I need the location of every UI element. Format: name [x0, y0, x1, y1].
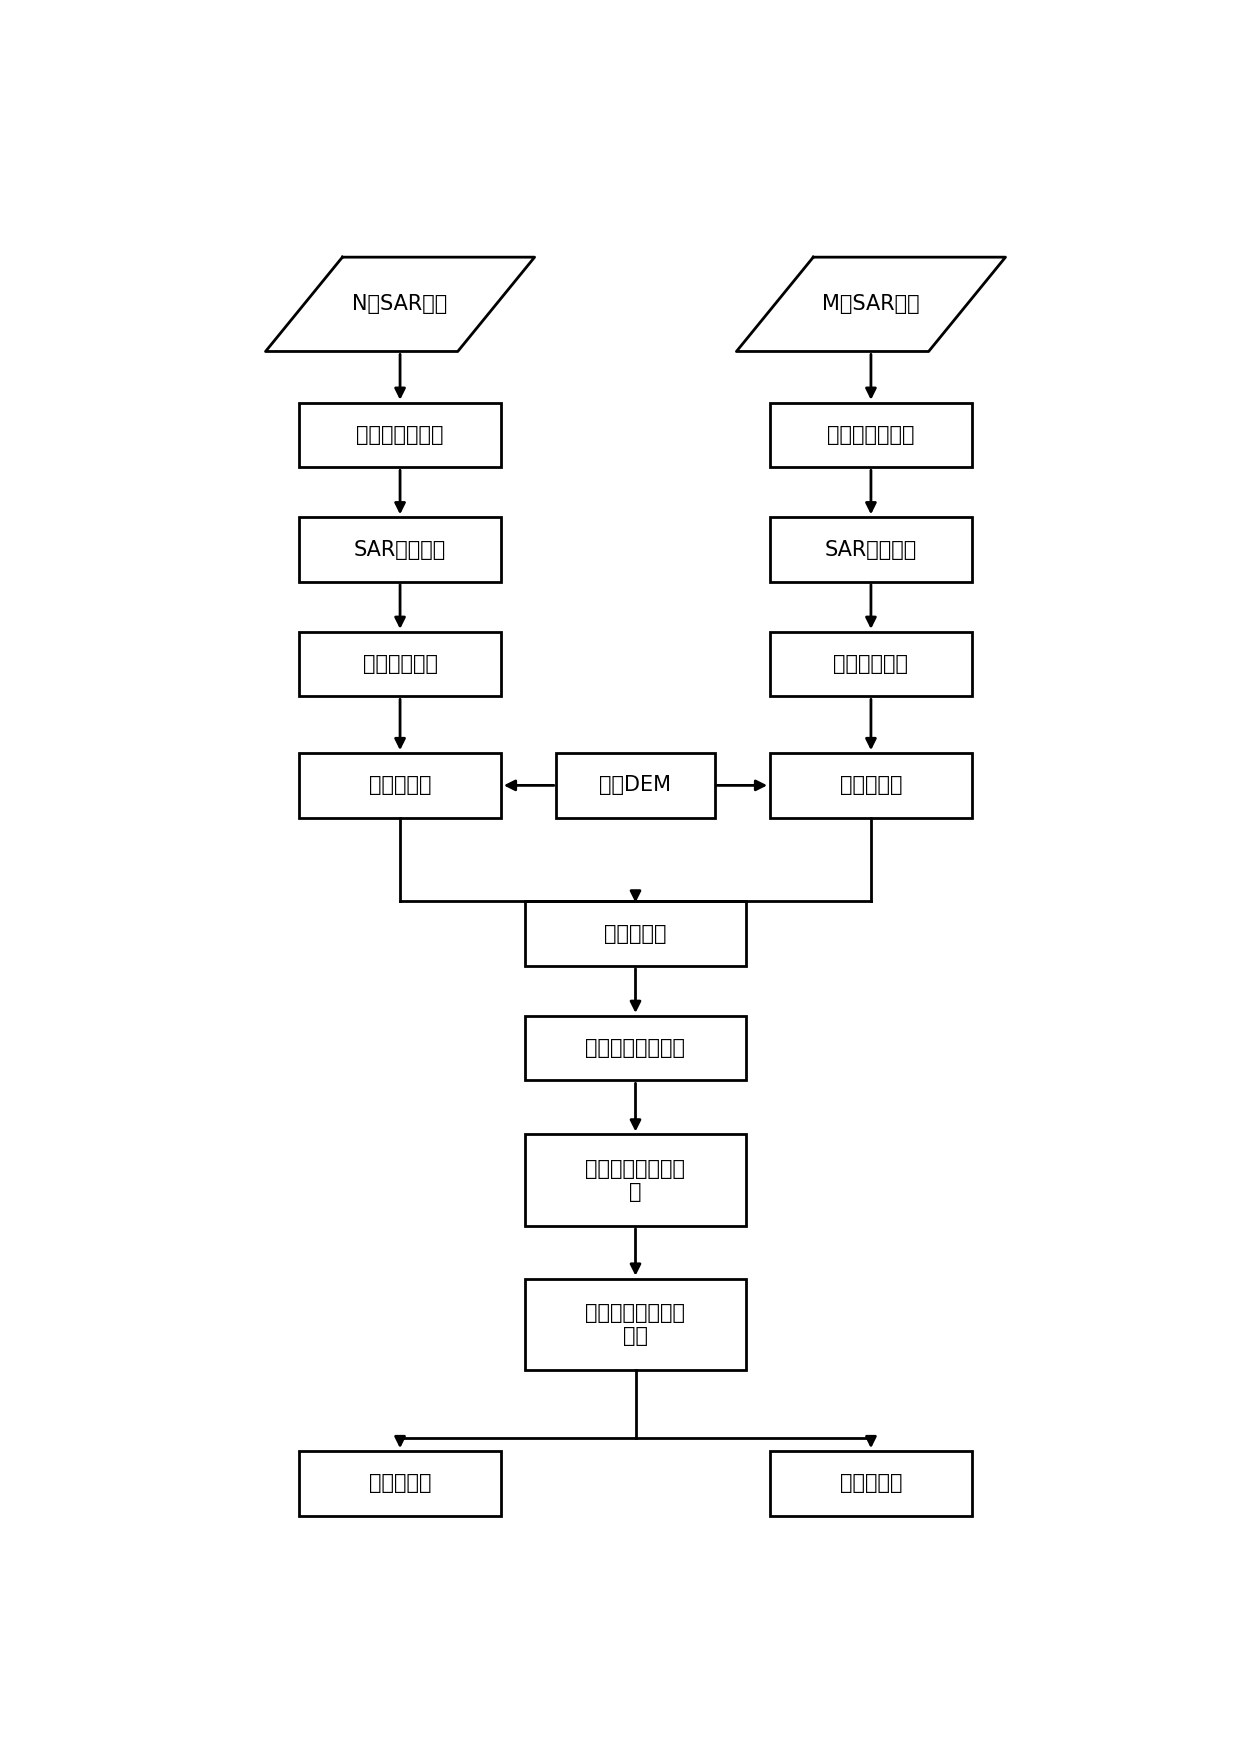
FancyBboxPatch shape: [770, 632, 972, 696]
FancyBboxPatch shape: [770, 518, 972, 583]
Text: 建立模型反演沉降
速率: 建立模型反演沉降 速率: [585, 1302, 686, 1346]
Text: 地面点选取: 地面点选取: [604, 924, 667, 943]
Text: 干涉对的选取: 干涉对的选取: [362, 654, 438, 674]
Text: 外部DEM: 外部DEM: [599, 775, 672, 796]
Polygon shape: [265, 257, 534, 352]
Text: 差分干涉图: 差分干涉图: [839, 775, 903, 796]
FancyBboxPatch shape: [525, 1134, 746, 1227]
Text: N幅SAR影像: N幅SAR影像: [352, 294, 448, 315]
Text: 干涉对的选取: 干涉对的选取: [833, 654, 909, 674]
FancyBboxPatch shape: [299, 402, 501, 467]
FancyBboxPatch shape: [299, 632, 501, 696]
Text: 公共主影像选择: 公共主影像选择: [356, 425, 444, 444]
Text: 形变速率图: 形变速率图: [368, 1474, 432, 1493]
Polygon shape: [737, 257, 1006, 352]
FancyBboxPatch shape: [525, 1015, 746, 1080]
FancyBboxPatch shape: [525, 1279, 746, 1370]
Text: SAR影像配准: SAR影像配准: [353, 539, 446, 560]
FancyBboxPatch shape: [770, 1451, 972, 1516]
FancyBboxPatch shape: [299, 752, 501, 817]
FancyBboxPatch shape: [557, 752, 714, 817]
FancyBboxPatch shape: [770, 752, 972, 817]
FancyBboxPatch shape: [525, 901, 746, 966]
Text: 时序形变图: 时序形变图: [839, 1474, 903, 1493]
Text: 估算残余地形相位: 估算残余地形相位: [585, 1038, 686, 1059]
Text: M幅SAR影像: M幅SAR影像: [822, 294, 920, 315]
Text: 差分干涉图: 差分干涉图: [368, 775, 432, 796]
Text: 去除大气相位及残
差: 去除大气相位及残 差: [585, 1158, 686, 1202]
Text: SAR影像配准: SAR影像配准: [825, 539, 918, 560]
FancyBboxPatch shape: [299, 1451, 501, 1516]
FancyBboxPatch shape: [299, 518, 501, 583]
FancyBboxPatch shape: [770, 402, 972, 467]
Text: 公共主影像选择: 公共主影像选择: [827, 425, 915, 444]
